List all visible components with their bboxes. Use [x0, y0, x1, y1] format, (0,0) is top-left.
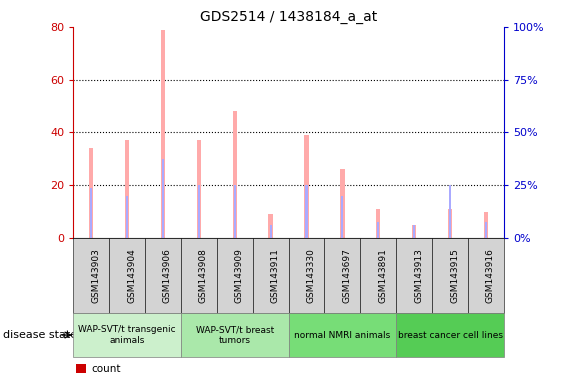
- Bar: [125, 141, 129, 238]
- Bar: [376, 209, 381, 238]
- Text: GSM143911: GSM143911: [271, 248, 280, 303]
- Text: WAP-SVT/t transgenic
animals: WAP-SVT/t transgenic animals: [78, 325, 176, 345]
- Text: GSM143903: GSM143903: [91, 248, 100, 303]
- Text: count: count: [92, 364, 121, 374]
- Text: breast cancer cell lines: breast cancer cell lines: [397, 331, 503, 339]
- Bar: [377, 222, 379, 238]
- Text: GSM143697: GSM143697: [342, 248, 351, 303]
- Text: GSM143913: GSM143913: [414, 248, 423, 303]
- Text: GSM143915: GSM143915: [450, 248, 459, 303]
- Text: disease state: disease state: [3, 330, 77, 340]
- Bar: [305, 185, 307, 238]
- Bar: [305, 135, 309, 238]
- Bar: [413, 225, 415, 238]
- Text: GSM143906: GSM143906: [163, 248, 172, 303]
- Bar: [270, 225, 272, 238]
- Text: GSM143916: GSM143916: [486, 248, 495, 303]
- Bar: [449, 185, 451, 238]
- Bar: [448, 209, 452, 238]
- Bar: [234, 185, 236, 238]
- Text: GSM143891: GSM143891: [378, 248, 387, 303]
- Bar: [412, 225, 416, 238]
- Text: GSM143908: GSM143908: [199, 248, 208, 303]
- Bar: [198, 185, 200, 238]
- Text: GSM143909: GSM143909: [235, 248, 244, 303]
- Bar: [269, 214, 272, 238]
- Bar: [485, 222, 487, 238]
- Bar: [89, 148, 93, 238]
- Bar: [90, 188, 92, 238]
- Bar: [341, 196, 343, 238]
- Bar: [196, 141, 201, 238]
- Bar: [484, 212, 488, 238]
- Title: GDS2514 / 1438184_a_at: GDS2514 / 1438184_a_at: [200, 10, 377, 25]
- Bar: [233, 111, 237, 238]
- Text: GSM143330: GSM143330: [306, 248, 315, 303]
- Text: WAP-SVT/t breast
tumors: WAP-SVT/t breast tumors: [195, 325, 274, 345]
- Bar: [340, 169, 345, 238]
- Text: GSM143904: GSM143904: [127, 248, 136, 303]
- Text: normal NMRI animals: normal NMRI animals: [294, 331, 391, 339]
- Bar: [126, 196, 128, 238]
- Bar: [162, 159, 164, 238]
- Bar: [161, 30, 165, 238]
